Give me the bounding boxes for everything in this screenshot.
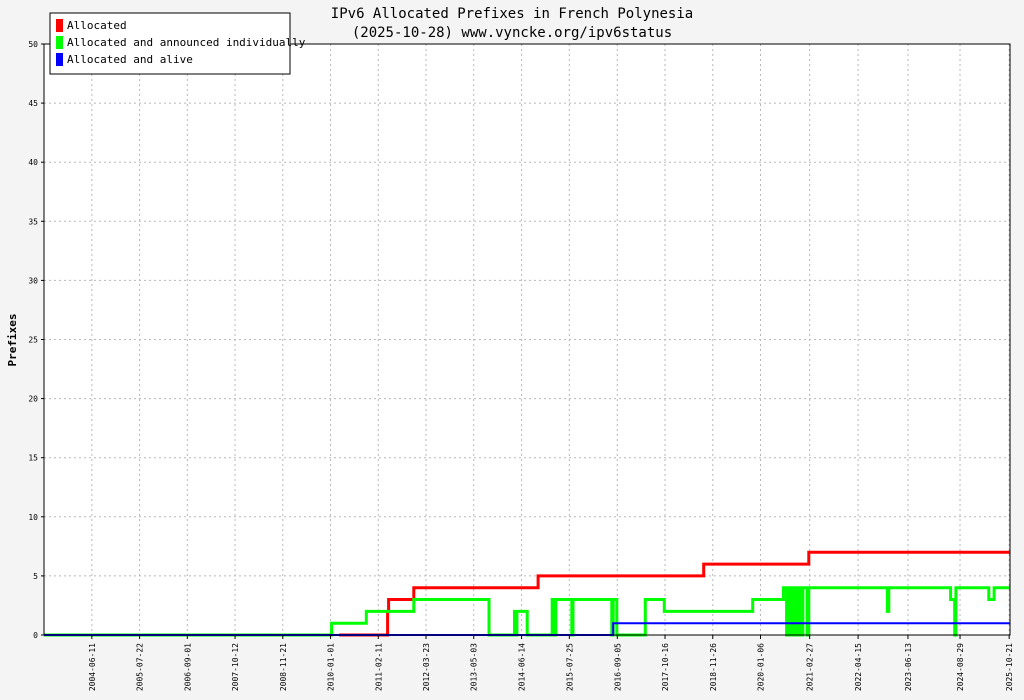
y-tick-label: 40 bbox=[28, 158, 38, 167]
x-tick-label: 2012-03-23 bbox=[422, 643, 431, 691]
grid bbox=[44, 44, 1010, 635]
legend-box bbox=[49, 12, 291, 75]
x-tick-label: 2013-05-03 bbox=[470, 643, 479, 691]
y-tick-label: 15 bbox=[28, 454, 38, 463]
y-axis-label: Prefixes bbox=[6, 314, 19, 367]
legend-swatch bbox=[56, 36, 63, 49]
x-tick-label: 2006-09-01 bbox=[183, 643, 192, 691]
legend-label: Allocated bbox=[67, 19, 127, 32]
x-tick-label: 2010-01-01 bbox=[327, 643, 336, 691]
y-tick-label: 25 bbox=[28, 336, 38, 345]
x-axis: 2004-06-11 2005-07-22 2006-09-01 2007-10-12… bbox=[88, 635, 1014, 691]
y-tick-label: 5 bbox=[33, 572, 38, 581]
legend-label: Allocated and announced individually bbox=[67, 36, 306, 49]
legend-swatch bbox=[56, 19, 63, 32]
x-tick-label: 2004-06-11 bbox=[88, 643, 97, 691]
y-tick-label: 50 bbox=[28, 40, 38, 49]
x-tick-label: 2021-02-27 bbox=[806, 643, 815, 691]
x-tick-label: 2016-09-05 bbox=[613, 643, 622, 691]
legend-swatch bbox=[56, 53, 63, 66]
y-tick-label: 0 bbox=[33, 631, 38, 640]
x-tick-label: 2017-10-16 bbox=[661, 643, 670, 691]
legend-label: Allocated and alive bbox=[67, 53, 193, 66]
x-tick-label: 2005-07-22 bbox=[136, 643, 145, 691]
x-tick-label: 2020-01-06 bbox=[757, 643, 766, 691]
legend-items: Allocated Allocated and announced individ… bbox=[56, 19, 306, 66]
x-tick-label: 2011-02-11 bbox=[374, 643, 383, 691]
x-tick-label: 2022-04-15 bbox=[854, 643, 863, 691]
x-tick-label: 2007-10-12 bbox=[231, 643, 240, 691]
x-tick-label: 2014-06-14 bbox=[518, 643, 527, 691]
y-tick-label: 10 bbox=[28, 513, 38, 522]
x-tick-label: 2018-11-26 bbox=[709, 643, 718, 691]
chart-subtitle: (2025-10-28) www.vyncke.org/ipv6status bbox=[352, 25, 672, 41]
x-tick-label: 2023-06-13 bbox=[904, 643, 913, 691]
y-axis: 0 5 10 15 20 25 30 35 40 45 50 bbox=[28, 40, 44, 640]
y-tick-label: 30 bbox=[28, 276, 38, 285]
y-tick-label: 45 bbox=[28, 99, 38, 108]
x-tick-label: 2025-10-21 bbox=[1005, 643, 1014, 691]
legend: Allocated Allocated and announced individ… bbox=[49, 12, 306, 75]
chart-title: IPv6 Allocated Prefixes in French Polyne… bbox=[331, 6, 693, 22]
x-tick-label: 2024-08-29 bbox=[956, 643, 965, 691]
x-tick-label: 2015-07-25 bbox=[565, 643, 574, 691]
x-tick-label: 2008-11-21 bbox=[279, 643, 288, 691]
y-tick-label: 20 bbox=[28, 395, 38, 404]
y-tick-label: 35 bbox=[28, 217, 38, 226]
